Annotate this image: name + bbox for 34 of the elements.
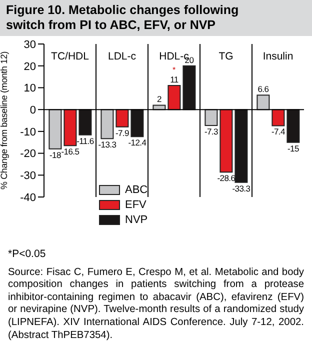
x-tick-label: Insulin [262,50,294,62]
source-note: Source: Fisac C, Fumero E, Crespo M, et al. Metabolic and body composition changes in patients switching from a protease inhibitor-containing regimen to abacavir (ABC), efavirenz (EFV) or nevirapine (NVP). Twelve-month results of a randomized study (LIPNEFA). XIV International AIDS Conference. July 7-12, 2002. (Abstract ThPEB7354). [8,266,304,342]
y-tick-label: -20 [20,148,36,160]
y-tick-label: 30 [24,38,36,51]
data-label: -18 [50,150,62,160]
data-label: -16.5 [61,146,80,157]
data-label: -7.4 [271,126,286,137]
data-label: 2 [156,94,162,104]
data-label: 11 [170,74,179,85]
y-tick-label: 10 [24,82,36,95]
y-tick-label: 0 [30,104,36,116]
y-tick-label: 20 [24,60,36,73]
text: *P<0.05 [8,248,47,261]
y-tick-label: -30 [20,170,36,182]
data-label: 6.6 [258,84,270,94]
data-label: -11.6 [76,136,94,146]
data-label: -12.4 [128,138,147,148]
data-label: -28.6 [217,173,236,184]
legend-label: ABC [125,184,148,196]
x-tick-label: TC/HDL [51,50,90,62]
data-label: -15 [288,143,300,154]
y-tick-label: -40 [20,192,36,204]
x-tick-label: TG [218,50,234,62]
data-label: -33.3 [232,183,251,194]
data-label: -13.3 [98,140,117,150]
data-label: -7.3 [204,126,218,137]
x-tick-label: LDL-c [108,50,136,62]
y-tick-label: -10 [20,126,36,138]
legend-label: NVP [125,214,148,226]
y-axis-title: % Change from baseline (month 12) [0,51,10,190]
data-label: -7.9 [115,128,130,138]
legend-label: EFV [125,199,146,211]
chart-title: Figure 10. Metabolic changes following switch from PI to ABC, EFV, or NVP [0,0,312,36]
annotation: * [172,66,176,75]
